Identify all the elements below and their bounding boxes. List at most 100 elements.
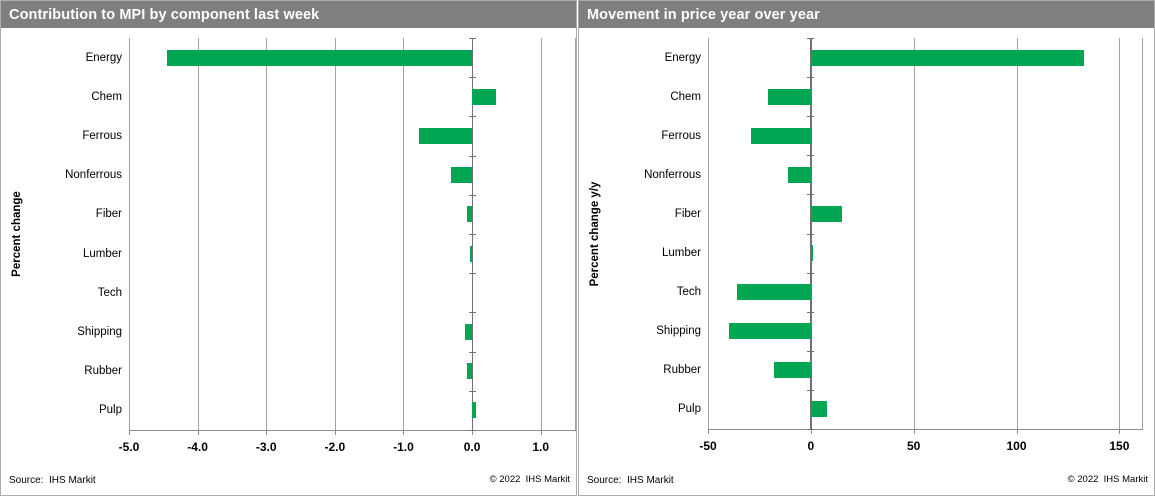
bar-fiber	[810, 205, 842, 222]
bar-fiber	[467, 206, 473, 223]
x-gridline	[708, 38, 709, 429]
x-tick-label: -5.0	[118, 440, 140, 454]
category-axis-tick	[468, 155, 476, 157]
category-axis-tick	[807, 38, 815, 39]
x-axis-tick	[197, 430, 199, 435]
x-axis-tick	[1119, 429, 1121, 434]
x-gridline	[1119, 38, 1121, 429]
bar-lumber	[810, 245, 814, 262]
category-label-nonferrous: Nonferrous	[644, 168, 701, 181]
x-gridline	[540, 38, 542, 430]
x-axis-tick	[472, 430, 474, 435]
bar-chart-contribution: -5.0 -4.0 -3.0 -2.0 -1.0 0.0 1.0 Energy Chem Ferr…	[1, 1, 576, 495]
x-axis-tick	[266, 430, 268, 435]
x-tick-label: -2.0	[324, 440, 346, 454]
chart-title: Movement in price year over year	[587, 6, 820, 23]
category-label-shipping: Shipping	[656, 325, 701, 338]
x-gridline	[266, 38, 268, 430]
bar-chart-price-movement: -50 0 50 100 150 Energy Chem Ferrous Nonferrous F…	[579, 1, 1154, 495]
category-axis-tick	[468, 390, 476, 392]
bar-nonferrous	[788, 166, 811, 183]
x-axis-tick	[708, 429, 709, 434]
category-label-fiber: Fiber	[95, 208, 122, 221]
category-axis-tick	[807, 311, 815, 313]
category-label-rubber: Rubber	[84, 365, 122, 378]
x-axis-tick	[913, 429, 915, 434]
category-label-ferrous: Ferrous	[82, 130, 122, 142]
x-tick-label: 0.0	[463, 440, 481, 454]
y-axis-title: Percent change	[11, 191, 23, 277]
x-axis-tick	[1016, 429, 1018, 434]
x-axis-line	[129, 430, 576, 431]
category-label-pulp: Pulp	[98, 404, 122, 417]
bar-lumber	[470, 245, 473, 262]
category-axis-tick	[468, 116, 476, 118]
category-axis-tick	[807, 389, 815, 391]
x-axis-tick	[403, 430, 405, 435]
chart-panel-price-movement: Movement in price year over year -50 0 50 1…	[578, 0, 1155, 496]
category-label-tech: Tech	[97, 286, 122, 299]
category-axis-tick	[468, 77, 476, 79]
x-tick-label: 0	[807, 439, 815, 453]
bar-shipping	[728, 323, 811, 340]
x-gridline	[403, 38, 405, 430]
x-tick-label: 1.0	[532, 440, 550, 454]
x-axis-tick	[129, 430, 130, 435]
x-axis-tick	[810, 429, 812, 434]
bar-nonferrous	[451, 167, 473, 184]
category-axis-tick	[468, 234, 476, 235]
x-tick-label: -1.0	[393, 440, 414, 454]
x-tick-label: 50	[906, 439, 921, 453]
x-gridline	[197, 38, 199, 430]
category-label-tech: Tech	[676, 286, 701, 299]
category-axis-tick	[807, 350, 815, 352]
x-tick-label: 100	[1006, 439, 1027, 453]
category-label-chem: Chem	[670, 90, 701, 103]
x-axis-line	[708, 429, 1143, 430]
category-axis-tick	[807, 77, 815, 79]
source-note: Source: IHS Markit	[9, 475, 96, 486]
bar-chem	[472, 88, 497, 105]
category-axis-tick	[468, 273, 476, 275]
category-axis-tick	[468, 194, 476, 196]
category-label-pulp: Pulp	[677, 403, 701, 416]
category-label-nonferrous: Nonferrous	[65, 169, 122, 182]
x-gridline	[129, 38, 130, 430]
category-label-lumber: Lumber	[662, 247, 701, 260]
bar-ferrous	[751, 127, 811, 144]
category-label-ferrous: Ferrous	[661, 129, 701, 142]
x-tick-label: -50	[699, 439, 717, 453]
category-label-fiber: Fiber	[674, 207, 701, 220]
category-axis-tick	[468, 430, 476, 431]
bar-energy	[810, 49, 1085, 66]
x-tick-label: -3.0	[255, 440, 277, 454]
chart-panel-contribution: Contribution to MPI by component last we…	[0, 0, 577, 496]
category-axis-tick	[807, 116, 815, 118]
category-label-energy: Energy	[85, 51, 122, 64]
plot-right-border	[575, 38, 576, 430]
category-axis-tick	[807, 194, 815, 196]
bar-ferrous	[419, 128, 473, 144]
x-axis-tick	[540, 430, 542, 435]
y-axis-title: Percent change y/y	[589, 181, 601, 286]
category-label-shipping: Shipping	[77, 326, 122, 338]
bar-chem	[767, 88, 811, 105]
bar-tech	[736, 284, 811, 301]
bar-energy	[166, 49, 473, 66]
category-axis-tick	[807, 155, 815, 157]
x-gridline	[1016, 38, 1018, 429]
category-axis-tick	[807, 233, 815, 235]
bar-rubber	[466, 363, 473, 380]
chart-title-bar: Movement in price year over year	[579, 1, 1154, 28]
bar-shipping	[465, 324, 473, 340]
category-axis-tick	[807, 429, 815, 430]
category-label-rubber: Rubber	[663, 364, 701, 377]
chart-title-bar: Contribution to MPI by component last we…	[1, 1, 576, 28]
chart-title: Contribution to MPI by component last we…	[9, 6, 320, 23]
category-axis-tick	[468, 351, 476, 353]
source-note: Source: IHS Markit	[587, 475, 674, 486]
category-label-energy: Energy	[664, 51, 701, 64]
x-tick-label: -4.0	[187, 440, 208, 454]
plot-right-border	[1142, 38, 1143, 429]
